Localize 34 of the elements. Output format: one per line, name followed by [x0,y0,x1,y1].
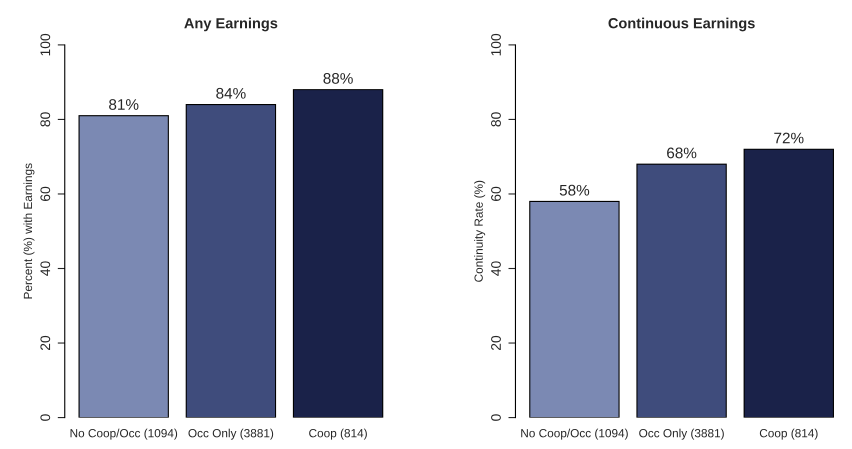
x-tick-label: Coop (814) [760,428,818,440]
bar [744,148,834,418]
bar [636,164,727,418]
data-label: 81% [109,99,138,110]
data-label: 68% [667,148,696,158]
x-tick-label: No Coop/Occ (1094) [70,428,178,440]
y-axis-title: Continuity Rate (%) [474,180,486,282]
y-tick-label: 0 [40,414,50,421]
chart-title: Any Earnings [184,18,278,32]
y-tick-label: 60 [491,186,501,201]
y-tick-label: 40 [40,261,50,276]
y-tick-label: 80 [491,112,501,127]
y-tick-label: 80 [40,112,50,127]
y-tick-label: 20 [491,336,501,350]
bar [529,200,620,418]
x-tick-label: No Coop/Occ (1094) [521,428,628,440]
y-tick-label: 40 [491,261,501,276]
y-tick-label: 0 [491,414,501,421]
y-axis-title: Percent (%) with Earnings [23,163,34,298]
y-tick-label: 100 [491,34,501,56]
data-label: 72% [774,132,804,144]
data-label: 88% [323,73,353,84]
chart-title: Continuous Earnings [608,18,755,32]
x-tick-label: Occ Only (3881) [188,428,274,440]
x-tick-label: Occ Only (3881) [639,428,724,440]
data-label: 58% [560,184,590,196]
bar [292,89,384,418]
y-tick-label: 60 [40,186,50,201]
y-tick-label: 20 [40,336,50,350]
bar [186,104,276,418]
data-label: 84% [216,88,246,99]
x-tick-label: Coop (814) [309,428,367,440]
bar [78,115,169,418]
y-tick-label: 100 [40,34,50,56]
